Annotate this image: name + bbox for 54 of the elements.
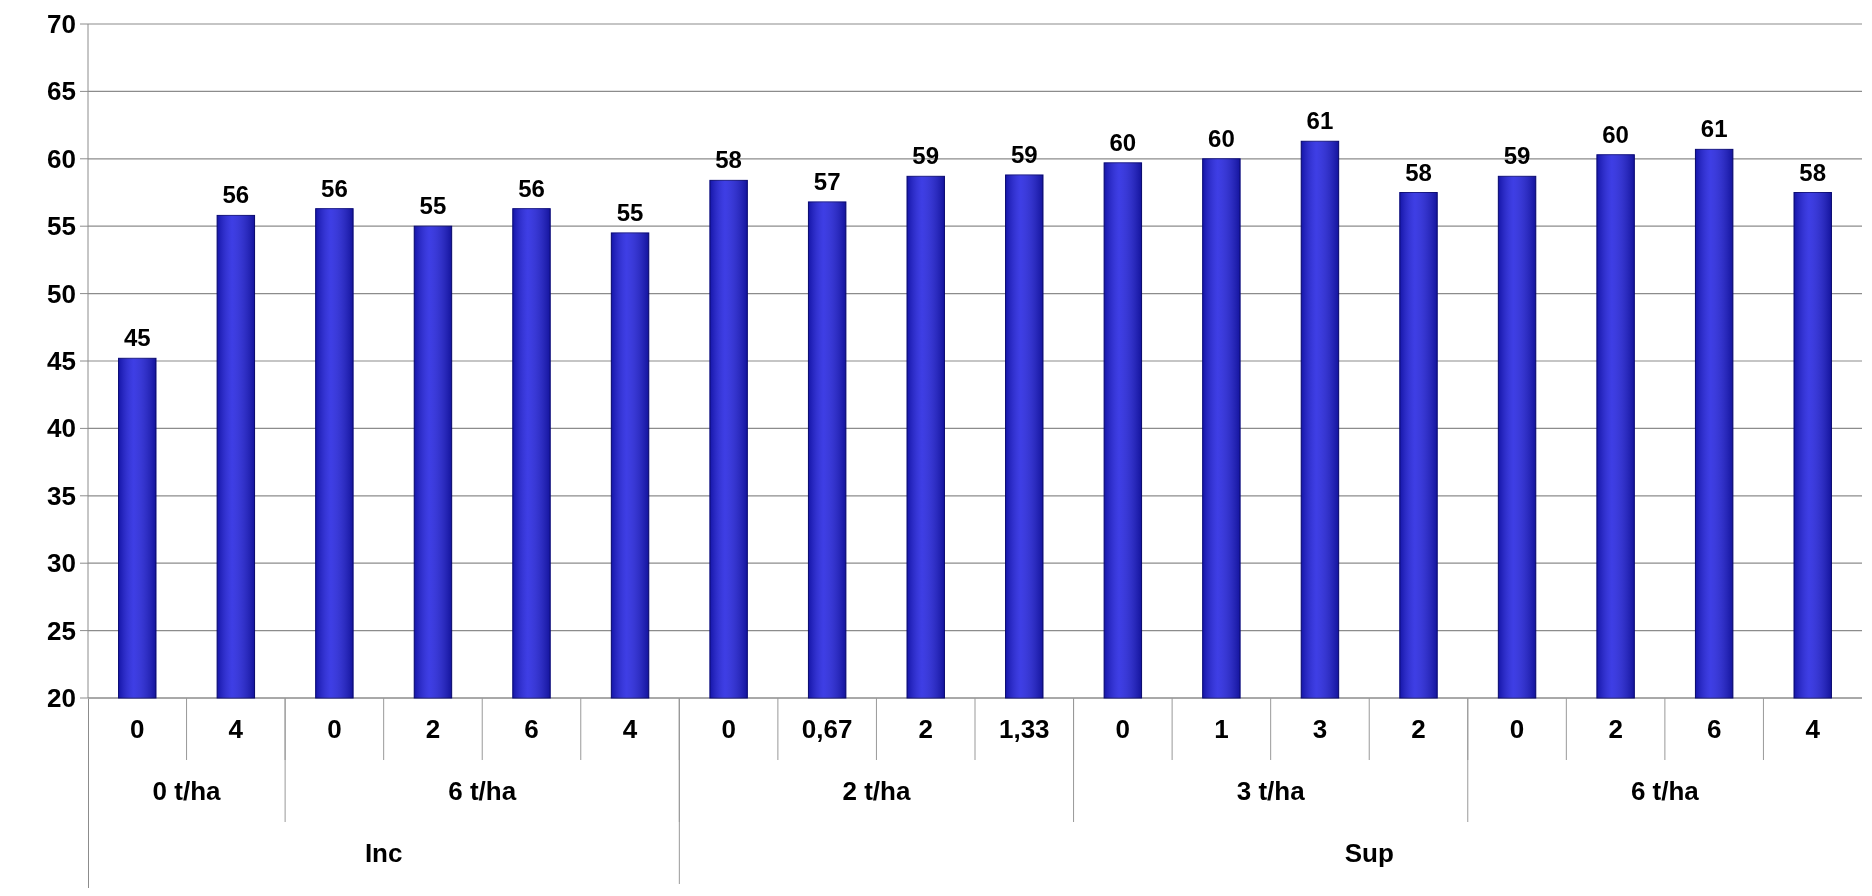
data-label: 45 — [123, 324, 151, 352]
text: Inc — [364, 838, 403, 868]
data-label: 58 — [1799, 158, 1827, 186]
text: 3 t/ha — [1236, 776, 1306, 806]
x-tick-label: 6 — [524, 714, 539, 744]
data-label: 60 — [1208, 124, 1235, 152]
y-tick-label: 45 — [47, 346, 76, 376]
x-tick-label: 0 — [327, 714, 342, 744]
x-tick-label: 0,67 — [801, 714, 853, 744]
text: 0 t/ha — [152, 776, 222, 806]
y-tick-label: 25 — [47, 615, 76, 646]
x-tick-label: 2 — [425, 714, 441, 744]
x-tick-label: 2 — [1411, 714, 1426, 744]
data-label: 61 — [1700, 115, 1728, 143]
text: 6 t/ha — [1630, 776, 1700, 806]
x-tick-label: 4 — [228, 714, 244, 744]
data-label: 61 — [1306, 107, 1334, 135]
x-tick-label: 4 — [622, 714, 638, 744]
x-tick-label: 0 — [1509, 714, 1525, 744]
data-label: 60 — [1109, 128, 1137, 156]
x-tick-label: 2 — [1608, 714, 1623, 744]
x-tick-label: 1,33 — [998, 714, 1050, 744]
y-tick-label: 35 — [47, 480, 76, 511]
text: 2 t/ha — [842, 776, 911, 806]
y-tick-label: 30 — [47, 548, 76, 579]
y-tick-label: 20 — [47, 683, 76, 713]
y-tick-label: 70 — [47, 9, 76, 39]
text: 6 t/ha — [448, 776, 517, 806]
y-tick-label: 65 — [47, 76, 76, 107]
data-label: 60 — [1602, 120, 1629, 148]
data-label: 55 — [616, 198, 644, 226]
y-tick-label: 50 — [47, 278, 76, 309]
data-label: 56 — [321, 174, 348, 202]
data-label: 59 — [1010, 140, 1038, 168]
text: Sup — [1344, 838, 1394, 868]
x-tick-label: 6 — [1706, 714, 1722, 744]
y-tick-label: 55 — [47, 211, 76, 242]
x-tick-label: 0 — [1115, 714, 1131, 744]
x-tick-label: 0 — [130, 714, 145, 744]
x-tick-label: 2 — [918, 714, 933, 744]
data-label: 56 — [518, 174, 545, 202]
data-label: 59 — [1503, 142, 1531, 170]
data-label: 58 — [1405, 158, 1432, 186]
data-label: 59 — [912, 142, 940, 170]
x-tick-label: 1 — [1214, 714, 1229, 744]
data-label: 57 — [813, 167, 841, 195]
data-label: 56 — [222, 181, 250, 209]
y-tick-label: 60 — [47, 143, 76, 174]
y-tick-label: 40 — [47, 413, 76, 444]
data-label: 55 — [419, 192, 447, 220]
x-tick-label: 3 — [1312, 714, 1328, 744]
x-tick-label: 4 — [1805, 714, 1821, 744]
data-label: 58 — [715, 146, 742, 174]
x-tick-label: 0 — [721, 714, 736, 744]
